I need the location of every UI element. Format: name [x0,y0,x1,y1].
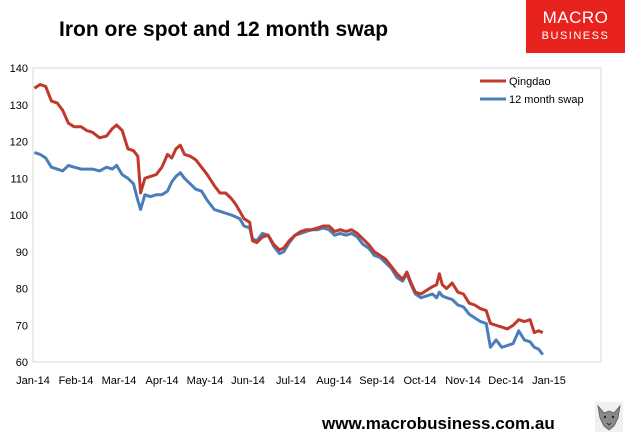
series-line-qingdao [33,83,544,335]
x-tick-label: May-14 [187,375,224,387]
macrobusiness-logo: MACRO BUSINESS [526,0,625,53]
x-tick-label: Oct-14 [403,375,436,387]
x-tick-label: Jun-14 [231,375,265,387]
x-tick-label: Jan-15 [532,375,566,387]
y-tick-label: 80 [16,284,28,296]
y-tick-label: 60 [16,357,28,369]
chart-title: Iron ore spot and 12 month swap [59,18,389,41]
x-tick-label: Aug-14 [316,375,351,387]
plot-area [32,67,602,363]
x-tick-label: Mar-14 [102,375,137,387]
website-url: www.macrobusiness.com.au [322,414,555,433]
y-tick-label: 100 [10,210,28,222]
x-tick-label: Dec-14 [488,375,523,387]
legend-label: Qingdao [509,76,551,88]
y-tick-label: 130 [10,100,28,112]
legend-label: 12 month swap [509,94,584,106]
logo-line-business: BUSINESS [541,30,610,42]
y-tick-label: 110 [10,173,28,185]
logo-line-macro: MACRO [542,8,609,27]
axes-group: 60 70 80 90 100 110 120 130 140 Jan-14 Feb-14 Mar-1… [10,63,566,387]
y-tick-label: 120 [10,137,28,149]
x-tick-label: Jan-14 [16,375,50,387]
y-tick-label: 140 [10,63,28,75]
x-tick-label: Apr-14 [145,375,178,387]
x-tick-label: Jul-14 [276,375,306,387]
wolf-logo-icon [595,402,623,432]
x-tick-label: Nov-14 [445,375,480,387]
y-tick-label: 90 [16,247,28,259]
legend: Qingdao 12 month swap [480,76,584,106]
x-tick-label: Feb-14 [59,375,94,387]
y-tick-label: 70 [16,320,28,332]
x-tick-label: Sep-14 [359,375,394,387]
series-lines [33,83,544,356]
